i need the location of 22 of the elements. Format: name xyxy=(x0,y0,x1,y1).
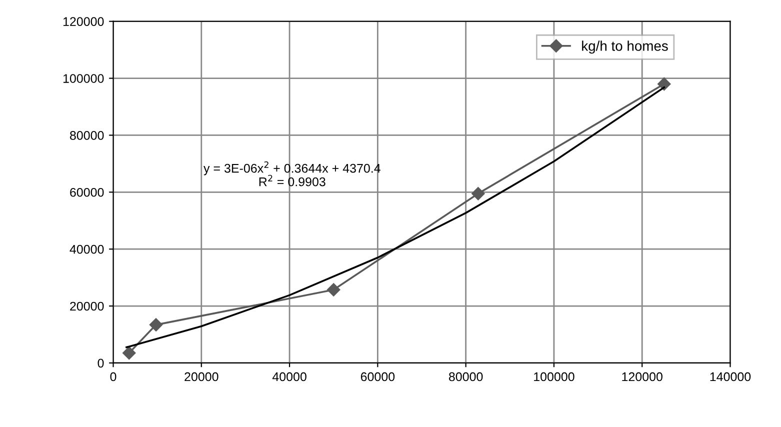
legend-label: kg/h to homes xyxy=(582,40,668,54)
point xyxy=(149,318,163,332)
y-tick-label: 120000 xyxy=(63,17,104,26)
y-tick-label: 60000 xyxy=(70,188,104,197)
point xyxy=(472,186,485,200)
annotation: y = 3E-06x$^{2}$ + 0.3644x + 4370.4 R$^{2}$ = 0.9903 xyxy=(204,161,380,186)
point xyxy=(658,77,671,91)
x-tick-label: 140000 xyxy=(710,372,751,382)
x-tick-label: 80000 xyxy=(448,372,483,382)
x-tick-label: 120000 xyxy=(622,372,662,382)
x-tick-label: 100000 xyxy=(534,372,574,382)
y-tick-label: 100000 xyxy=(63,74,104,83)
x-tick-label: 20000 xyxy=(184,372,218,382)
x-tick-label: 0 xyxy=(110,372,116,382)
y-tick-label: 20000 xyxy=(70,302,104,311)
y-tick-label: 40000 xyxy=(70,244,104,254)
x-tick-label: 60000 xyxy=(360,372,395,382)
y-tick-label: 80000 xyxy=(70,131,104,140)
x-tick-label: 40000 xyxy=(272,372,306,382)
y-tick-label: 0 xyxy=(98,358,104,368)
point xyxy=(327,283,340,296)
point xyxy=(122,346,136,360)
